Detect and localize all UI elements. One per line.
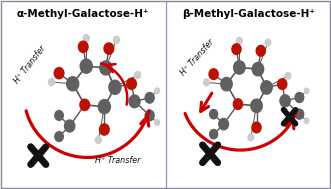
Circle shape bbox=[278, 79, 287, 89]
Circle shape bbox=[233, 99, 243, 109]
Circle shape bbox=[265, 39, 271, 46]
Text: α-Methyl-Galactose-H⁺: α-Methyl-Galactose-H⁺ bbox=[17, 9, 149, 19]
Circle shape bbox=[210, 129, 217, 139]
Circle shape bbox=[65, 120, 75, 132]
Circle shape bbox=[204, 79, 209, 86]
Circle shape bbox=[104, 43, 114, 54]
Circle shape bbox=[280, 95, 290, 107]
Circle shape bbox=[219, 119, 228, 130]
Circle shape bbox=[304, 88, 309, 94]
Circle shape bbox=[285, 72, 291, 79]
Circle shape bbox=[83, 34, 89, 42]
Circle shape bbox=[49, 78, 55, 85]
Circle shape bbox=[55, 111, 63, 120]
Circle shape bbox=[232, 44, 241, 54]
Circle shape bbox=[114, 36, 119, 43]
Text: H⁺ Transfer: H⁺ Transfer bbox=[13, 44, 48, 85]
Circle shape bbox=[251, 99, 262, 112]
Circle shape bbox=[100, 124, 109, 135]
Circle shape bbox=[236, 37, 242, 44]
Circle shape bbox=[54, 68, 64, 79]
Circle shape bbox=[295, 92, 304, 102]
Circle shape bbox=[209, 69, 218, 79]
Text: H⁺ Transfer: H⁺ Transfer bbox=[178, 38, 215, 77]
Circle shape bbox=[80, 99, 90, 111]
Circle shape bbox=[252, 122, 261, 133]
Circle shape bbox=[155, 88, 160, 94]
Text: H⁺ Transfer: H⁺ Transfer bbox=[95, 156, 140, 165]
Circle shape bbox=[248, 134, 254, 141]
Circle shape bbox=[127, 78, 136, 89]
Circle shape bbox=[252, 62, 264, 76]
Circle shape bbox=[145, 110, 154, 121]
Circle shape bbox=[95, 136, 101, 144]
Circle shape bbox=[210, 109, 217, 119]
Circle shape bbox=[256, 45, 265, 56]
Circle shape bbox=[55, 132, 63, 142]
Circle shape bbox=[78, 41, 88, 52]
Circle shape bbox=[155, 120, 160, 125]
Circle shape bbox=[80, 59, 92, 73]
Circle shape bbox=[145, 93, 154, 103]
Circle shape bbox=[129, 95, 140, 108]
Circle shape bbox=[67, 77, 79, 91]
Circle shape bbox=[295, 109, 304, 119]
Circle shape bbox=[134, 71, 141, 78]
Circle shape bbox=[98, 100, 111, 114]
Circle shape bbox=[221, 77, 232, 91]
Circle shape bbox=[109, 80, 121, 94]
Circle shape bbox=[304, 118, 309, 123]
Text: β-Methyl-Galactose-H⁺: β-Methyl-Galactose-H⁺ bbox=[182, 9, 315, 19]
Circle shape bbox=[261, 81, 272, 94]
Circle shape bbox=[234, 61, 245, 74]
Circle shape bbox=[100, 61, 112, 75]
